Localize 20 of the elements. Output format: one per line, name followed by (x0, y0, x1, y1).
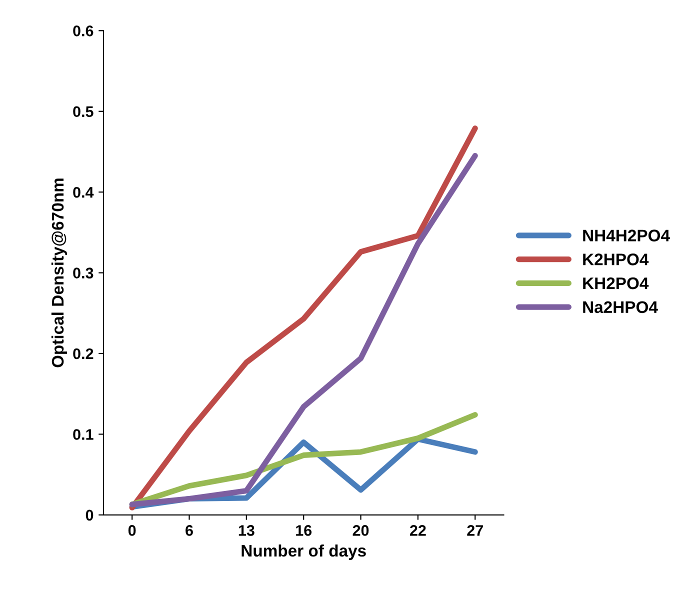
legend-label: K2HPO4 (583, 254, 649, 266)
x-tick-label: 0 (128, 525, 136, 536)
x-tick-label: 6 (186, 525, 193, 536)
y-axis-title: Optical Density@670nm (51, 178, 67, 368)
x-axis-title: Number of days (242, 544, 366, 560)
x-tick-label: 13 (238, 525, 254, 536)
y-tick-label: 0.3 (73, 268, 94, 278)
y-tick-label: 0.5 (73, 106, 94, 118)
y-tick-label: 0.4 (73, 186, 94, 198)
legend-label: NH4H2PO4 (583, 230, 670, 242)
legend-label: KH2PO4 (583, 277, 649, 290)
y-tick-label: 0.1 (73, 429, 94, 440)
y-tick-label: 0 (86, 510, 94, 521)
x-tick-label: 16 (296, 525, 312, 536)
x-tick-label: 20 (352, 525, 369, 536)
y-tick-label: 0.2 (73, 348, 94, 360)
x-tick-label: 27 (467, 525, 483, 536)
legend-label: Na2HPO4 (583, 301, 658, 314)
x-tick-label: 22 (410, 525, 426, 536)
y-tick-label: 0.6 (73, 26, 94, 36)
